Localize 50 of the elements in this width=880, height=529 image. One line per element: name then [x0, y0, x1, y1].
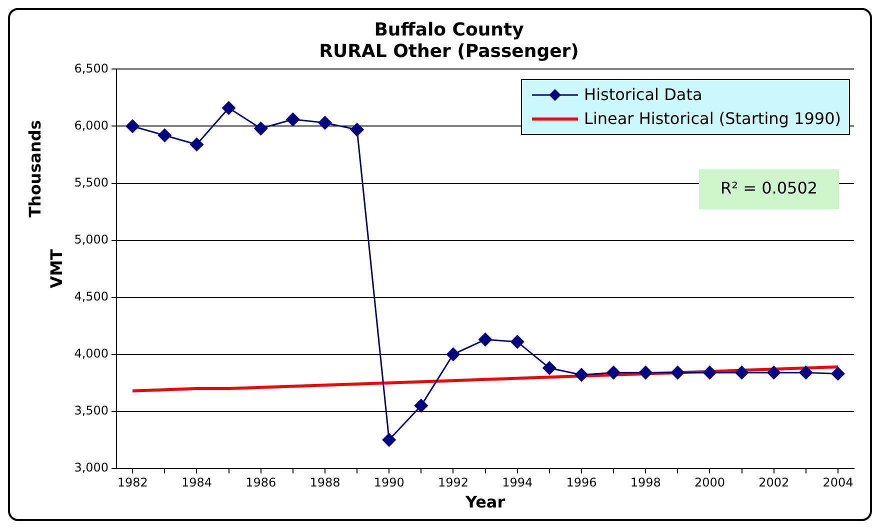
point: [446, 348, 460, 362]
x-tick-label: 1982: [117, 476, 148, 490]
point: [318, 116, 332, 130]
y-tick-label: 5,000: [74, 232, 109, 246]
y-tick-label: 5,500: [74, 175, 109, 190]
x-tick-label: 2004: [822, 476, 854, 490]
point: [478, 332, 492, 346]
point: [126, 119, 140, 133]
x-tick-label: 1988: [310, 476, 340, 490]
point: [606, 366, 620, 380]
point: [735, 366, 749, 380]
chart-title: Buffalo County RURAL Other (Passenger): [319, 19, 579, 62]
x-tick-label: 1998: [630, 476, 661, 490]
x-tick-label: 2000: [694, 476, 725, 490]
point: [542, 361, 556, 375]
y-tick-label: 3,500: [74, 403, 109, 418]
legend-label: Linear Historical (Starting 1990): [584, 108, 841, 130]
point: [158, 128, 172, 142]
y-tick-label: 6,500: [74, 61, 109, 76]
point: [414, 398, 428, 412]
point: [382, 433, 396, 447]
x-tick-label: 1994: [502, 476, 533, 490]
x-axis-title: Year: [464, 492, 506, 512]
point: [350, 122, 364, 136]
point: [831, 366, 845, 380]
x-tick-label: 1986: [246, 476, 276, 490]
x-tick-label: 1990: [374, 476, 404, 490]
y-axis-title: VMT: [46, 249, 66, 288]
point: [767, 366, 781, 380]
y-tick-label: 4,500: [74, 289, 109, 304]
point: [670, 366, 684, 380]
y-tick-label: 6,000: [74, 118, 109, 132]
point: [286, 112, 300, 126]
y-tick-label: 4,000: [74, 346, 109, 360]
text: Thousands: [26, 120, 45, 218]
legend-label: Historical Data: [584, 84, 702, 106]
x-tick-label: 2002: [758, 476, 790, 490]
point: [254, 122, 268, 136]
x-tick-label: 1984: [181, 476, 212, 490]
annotation: R² = 0.0502: [720, 178, 818, 198]
point: [190, 138, 204, 152]
point: [510, 335, 524, 349]
point: [638, 366, 652, 380]
point: [222, 101, 236, 115]
x-tick-label: 1992: [438, 476, 468, 490]
point: [574, 368, 588, 382]
x-tick-label: 1996: [566, 476, 597, 490]
y-tick-label: 3,000: [74, 460, 109, 475]
point: [702, 366, 716, 380]
point: [799, 366, 813, 380]
